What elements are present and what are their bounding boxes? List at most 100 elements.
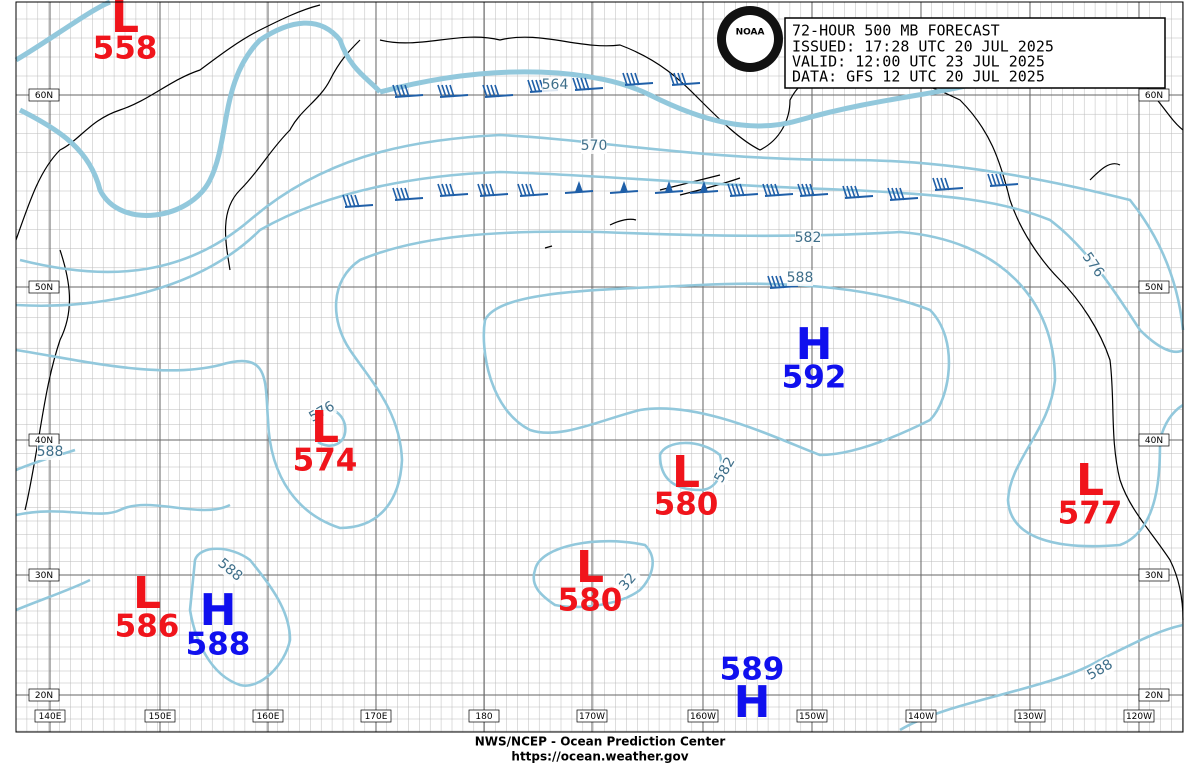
wind-barb [669, 72, 701, 86]
wind-barb [437, 84, 469, 98]
contour-label-bg [542, 77, 568, 93]
center-symbol: L [672, 447, 700, 498]
longitude-label: 150E [149, 712, 172, 722]
wind-barb [987, 173, 1019, 187]
center-symbol: L [1076, 455, 1104, 506]
barb-feather [739, 183, 745, 197]
contour-label-bg [306, 398, 338, 426]
barb-feather [944, 177, 950, 191]
barb-feather [486, 84, 492, 98]
contour-line [532, 539, 654, 609]
barb-feather [895, 187, 901, 201]
barb-feather [936, 177, 942, 191]
longitude-label-box [34, 709, 66, 723]
contour-line [14, 0, 111, 63]
barb-feather [437, 183, 443, 197]
barb-feather [346, 194, 352, 208]
center-value: 589 [720, 652, 785, 688]
longitude-label: 170W [579, 712, 605, 722]
barb-feather [767, 275, 773, 289]
header-line: VALID: 12:00 UTC 23 JUL 2025 [792, 53, 1045, 71]
latitude-label: 30N [35, 571, 53, 581]
logo-text: NOAA [736, 28, 765, 38]
barb-feather [771, 275, 777, 289]
barb-feather [766, 183, 772, 197]
barb-feather [626, 72, 632, 86]
longitude-label: 170E [365, 712, 388, 722]
barb-feather [779, 275, 785, 289]
contour-line [19, 133, 1185, 331]
barb-feather [517, 183, 523, 197]
barb-feather [932, 177, 938, 191]
contour-label-bg [613, 566, 643, 598]
longitude-label-box [576, 709, 608, 723]
barb-flag [665, 181, 673, 192]
latitude-label-box [28, 280, 60, 294]
barb-feather [350, 194, 356, 208]
longitude-label-box [1014, 709, 1046, 723]
longitude-label-box [468, 709, 500, 723]
barb-feather [525, 183, 531, 197]
wind-barb [572, 77, 604, 91]
center-value: 577 [1058, 496, 1123, 532]
center-symbol: L [111, 0, 139, 43]
center-symbol: H [200, 585, 237, 636]
barb-feather [392, 84, 398, 98]
latitude-label-box [28, 88, 60, 102]
contours [14, 0, 1185, 732]
center-value: 592 [782, 360, 847, 396]
wind-barbs [342, 72, 1019, 289]
wind-barb [517, 183, 549, 197]
contour-label-bg [795, 230, 821, 246]
wind-barb [842, 185, 874, 199]
latitude-label-box [1138, 568, 1170, 582]
contour-line [15, 503, 231, 517]
wind-barb [727, 183, 759, 197]
contour-label-bg [37, 444, 63, 460]
wind-barb [932, 177, 964, 191]
latitude-label-box [28, 688, 60, 702]
footer-url: https://ocean.weather.gov [511, 750, 688, 764]
barb-feather [580, 77, 586, 91]
barb-feather [735, 183, 741, 197]
barb-feather [891, 187, 897, 201]
barb-feather [437, 84, 443, 98]
barb-flag [700, 181, 708, 192]
latitude-label: 40N [1145, 436, 1163, 446]
barb-feather [485, 183, 491, 197]
header-line: ISSUED: 17:28 UTC 20 JUL 2025 [792, 38, 1054, 56]
longitude-label-box [796, 709, 828, 723]
contour-line [18, 20, 382, 218]
wind-barb [392, 84, 424, 98]
footer-agency: NWS/NCEP - Ocean Prediction Center [475, 735, 726, 749]
center-symbol: H [734, 677, 771, 728]
barb-feather [850, 185, 856, 199]
labels: 60N 60N 50N 50N 40N 40N 30N 30N 20N 20N 140E 150E 16… [28, 0, 1170, 728]
barb-feather [477, 183, 483, 197]
barb-feather [846, 185, 852, 199]
wind-barb [622, 72, 654, 86]
barb-feather [677, 72, 683, 86]
latitude-label-box [1138, 88, 1170, 102]
barb-feather [529, 183, 535, 197]
center-value: 558 [93, 31, 158, 67]
longitude-label: 140W [908, 712, 934, 722]
barb-feather [400, 187, 406, 201]
latitude-label-box [1138, 280, 1170, 294]
wind-barb [437, 183, 469, 197]
header-box [784, 17, 1166, 89]
barb-feather [995, 173, 1001, 187]
longitude-label-box [1123, 709, 1155, 723]
barb-feather [441, 84, 447, 98]
barb-feather [622, 72, 628, 86]
latitude-label-box [1138, 688, 1170, 702]
contour-label-bg [1084, 656, 1116, 684]
wind-barb [762, 183, 794, 197]
barb-feather [535, 79, 541, 93]
barb-feather [482, 84, 488, 98]
contour-label: 582 [795, 230, 822, 246]
barb-feather [576, 77, 582, 91]
center-value: 574 [293, 443, 358, 479]
barb-feather [404, 84, 410, 98]
